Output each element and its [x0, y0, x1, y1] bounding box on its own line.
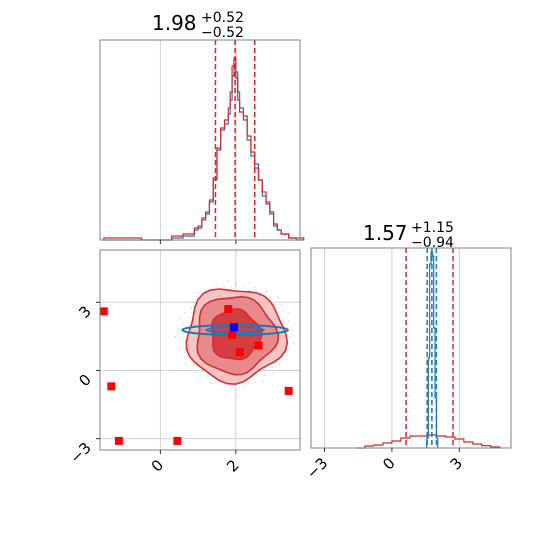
sample-dot — [273, 303, 275, 305]
red-marker — [114, 436, 123, 445]
sample-dot — [194, 371, 197, 374]
sample-dot — [285, 359, 288, 361]
sample-dot — [185, 363, 187, 366]
sample-dot — [291, 330, 294, 332]
marginal-histogram-param-2: −3 0 3 1.57 +1.15 −0.94 — [303, 220, 512, 482]
sample-dot — [264, 374, 266, 377]
red-marker — [107, 382, 116, 391]
ticks: 0 2 −3 0 3 — [66, 301, 243, 476]
x-tick-label: 0 — [148, 456, 167, 475]
sample-dot — [190, 307, 193, 310]
sample-dot — [174, 335, 177, 338]
sample-dot — [256, 374, 259, 377]
red-marker — [99, 307, 108, 316]
sample-dot — [281, 317, 283, 320]
sample-dot — [235, 282, 237, 284]
title-plus-error: +0.52 — [201, 10, 244, 26]
sample-dot — [184, 349, 186, 352]
sample-dot — [254, 380, 257, 383]
title-plus-error: +1.15 — [411, 220, 454, 236]
sample-dot — [189, 301, 191, 304]
sample-dot — [230, 287, 233, 289]
red-marker — [284, 386, 293, 395]
axes-frame — [99, 39, 301, 241]
sample-dot — [254, 286, 257, 289]
sample-dot — [246, 380, 249, 382]
blue-marker — [229, 323, 238, 332]
sample-dot — [266, 290, 268, 292]
red-marker — [224, 305, 233, 314]
sample-dot — [211, 382, 213, 385]
x-tick-label: 2 — [223, 456, 242, 475]
sample-dot — [287, 319, 290, 322]
x-ticks — [159, 240, 237, 244]
sample-dot — [278, 363, 281, 365]
red-marker — [254, 341, 263, 350]
sample-dot — [288, 348, 291, 350]
sample-dot — [259, 292, 262, 294]
title-value: 1.98 — [152, 11, 197, 35]
sample-dot — [184, 356, 186, 359]
sample-dot — [187, 317, 189, 320]
x-ticks: −3 0 3 — [303, 448, 466, 482]
sample-dot — [277, 296, 279, 298]
sample-dot — [223, 285, 225, 287]
sample-dot — [199, 378, 201, 380]
sample-dot — [177, 346, 180, 349]
sample-dot — [177, 328, 180, 331]
sample-dot — [179, 339, 182, 342]
sample-dot — [227, 279, 229, 282]
sample-dot — [196, 292, 199, 294]
y-tick-label: −3 — [66, 439, 94, 467]
histogram-series — [103, 57, 305, 241]
sample-dot — [184, 311, 186, 314]
y-tick-label: 3 — [75, 302, 94, 321]
axes-frame — [99, 249, 301, 451]
sample-dot — [242, 285, 245, 288]
sample-dot — [262, 380, 265, 383]
sample-dot — [215, 284, 217, 286]
sample-dot — [272, 372, 274, 375]
sample-dot — [182, 332, 185, 335]
y-tick-label: 0 — [75, 371, 94, 390]
axes-frame — [310, 247, 512, 449]
red-marker — [228, 331, 237, 340]
sample-dot — [182, 322, 184, 325]
sample-dot — [230, 387, 233, 390]
sample-dot — [192, 364, 194, 367]
grid — [159, 40, 237, 240]
sample-dot — [293, 341, 295, 344]
x-tick-label: −3 — [303, 454, 331, 482]
red-marker — [235, 348, 244, 357]
title-minus-error: −0.52 — [201, 25, 244, 41]
joint-distribution-panel: 0 2 −3 0 3 — [66, 249, 301, 476]
red-marker — [173, 436, 182, 445]
sample-dot — [279, 303, 282, 306]
sample-dot — [178, 317, 181, 319]
sample-dot — [281, 310, 283, 313]
sample-dot — [271, 366, 274, 368]
sample-dot — [243, 385, 245, 388]
sample-dot — [288, 337, 291, 339]
sample-dot — [279, 369, 282, 372]
sample-dot — [264, 368, 267, 370]
x-tick-label: 0 — [379, 454, 398, 473]
sample-dot — [205, 376, 208, 379]
sample-dot — [223, 384, 226, 386]
grid — [323, 248, 460, 448]
title-value: 1.57 — [363, 221, 408, 245]
marginal-histogram-param-1: 1.98 +0.52 −0.52 — [99, 10, 305, 244]
sample-dot — [201, 370, 204, 373]
sample-dot — [270, 296, 272, 299]
x-tick-label: 3 — [447, 454, 466, 473]
sample-dot — [287, 312, 290, 314]
sample-dot — [247, 282, 250, 284]
title-minus-error: −0.94 — [411, 235, 454, 251]
